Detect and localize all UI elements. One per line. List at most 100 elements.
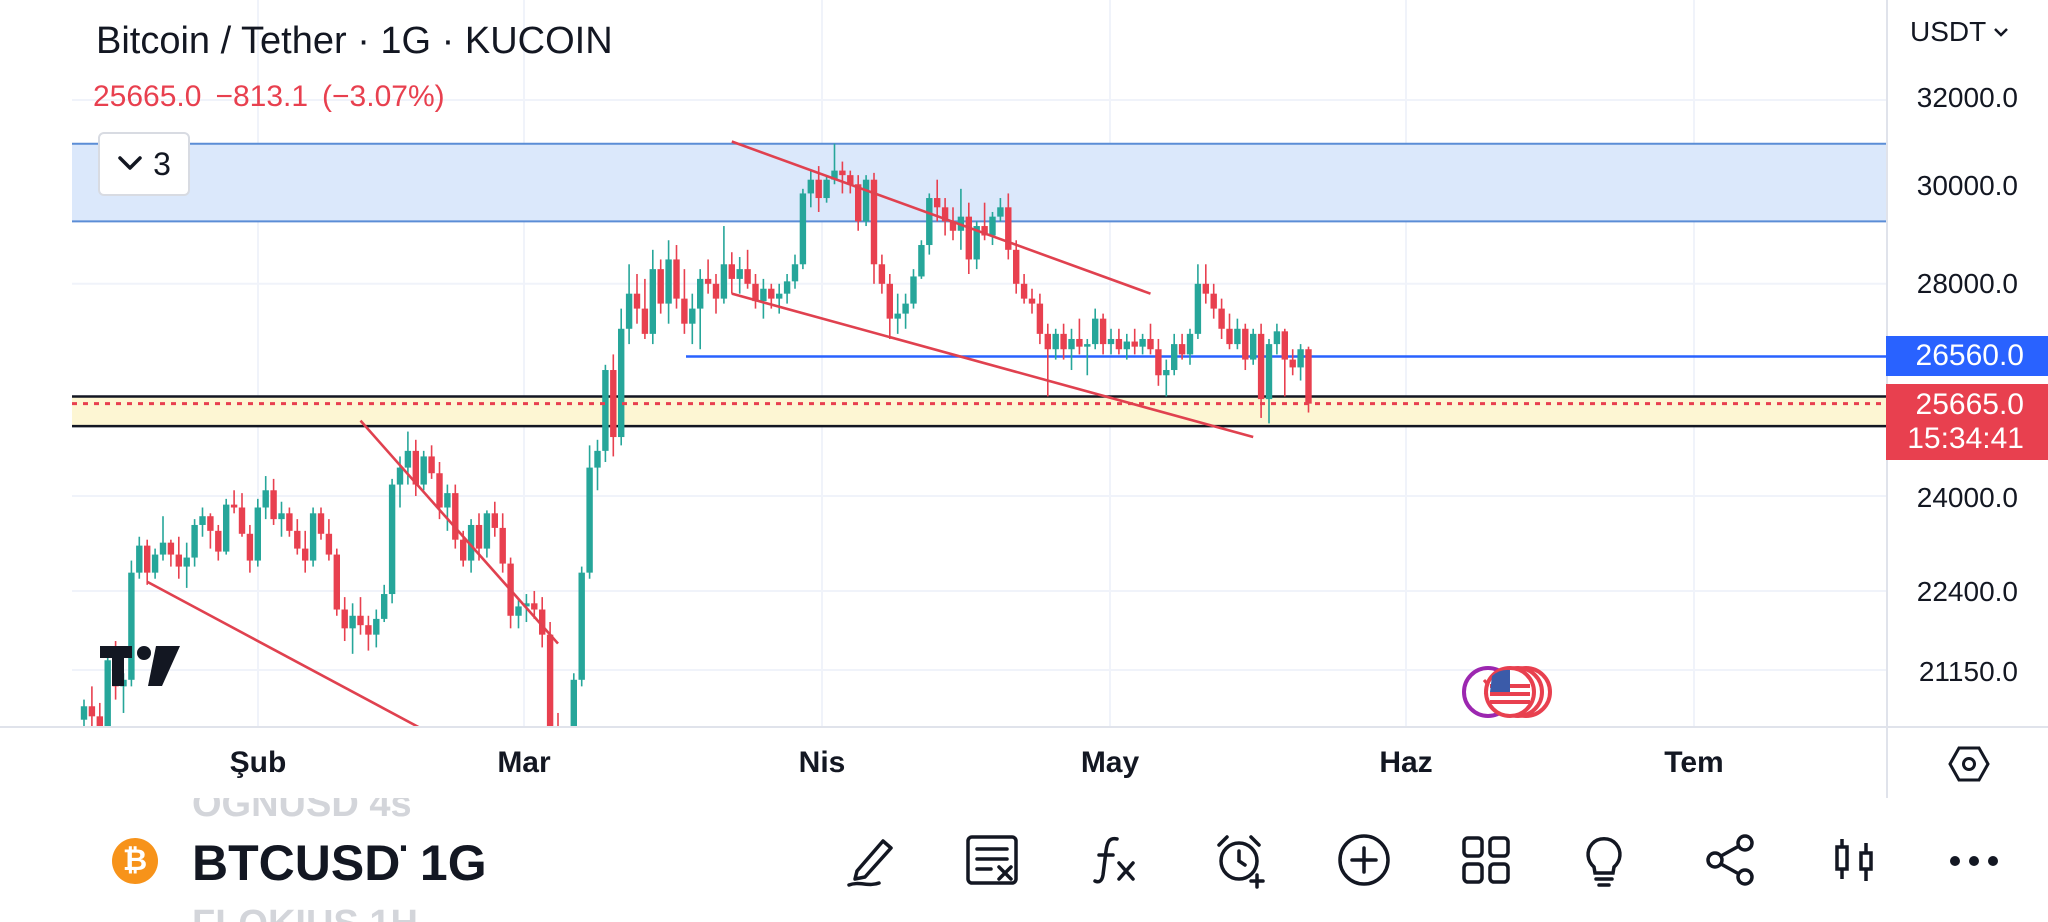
symbol-ticker: BTCUSDT xyxy=(192,835,406,891)
candle-body xyxy=(1163,370,1170,376)
candle-body xyxy=(144,545,151,573)
candle-body xyxy=(1265,344,1273,400)
candle-body xyxy=(1194,283,1202,334)
tradingview-logo xyxy=(100,644,180,695)
candlestick-chart[interactable] xyxy=(0,0,1886,726)
economic-events-markers[interactable] xyxy=(1462,662,1574,727)
indicators-fx-icon xyxy=(1093,836,1135,884)
currency-selector[interactable]: USDT xyxy=(1910,16,2010,48)
candle-body xyxy=(365,625,372,635)
candle-body xyxy=(333,554,340,610)
candle-body xyxy=(1005,207,1012,250)
candle-body xyxy=(965,216,972,260)
candle-body xyxy=(128,572,135,680)
candle-body xyxy=(981,226,988,236)
resistance-zone xyxy=(72,143,1886,222)
candle-body xyxy=(941,207,949,222)
candle-body xyxy=(104,660,111,726)
candle-body xyxy=(934,198,941,208)
chart-settings-button[interactable] xyxy=(1886,726,2048,800)
candle-body xyxy=(752,283,759,302)
candle-body xyxy=(862,179,870,222)
price-change-row: 25665.0 −813.1 (−3.07%) xyxy=(93,80,459,114)
candle-body xyxy=(594,450,601,468)
candle-body xyxy=(625,293,633,329)
indicators-toggle-button[interactable]: 3 xyxy=(98,132,190,196)
candle-body xyxy=(886,283,893,319)
candle-body xyxy=(1289,359,1296,368)
candle-body xyxy=(278,513,285,520)
next-symbol[interactable]: FLOKIUS 1H xyxy=(192,896,418,922)
candle-body xyxy=(681,298,688,324)
candle-body xyxy=(515,606,522,616)
symbol-interval: 1G xyxy=(419,835,487,891)
add-button[interactable] xyxy=(1332,828,1396,892)
candle-body xyxy=(483,513,491,549)
candle-body xyxy=(570,679,577,726)
previous-symbol[interactable]: OGNUSD 4s xyxy=(192,798,412,824)
candle-body xyxy=(175,554,182,567)
candle-body xyxy=(1139,338,1146,347)
price-change-percent: (−3.07%) xyxy=(322,80,445,113)
indicators-button[interactable] xyxy=(1084,828,1148,892)
candle-body xyxy=(1013,249,1020,284)
candle-body xyxy=(1178,344,1186,355)
last-price-tag: 25665.0 15:34:41 xyxy=(1886,384,2048,460)
candle-body xyxy=(712,283,720,299)
candle-body xyxy=(254,507,261,561)
candle-body xyxy=(839,170,846,176)
share-button[interactable] xyxy=(1698,828,1762,892)
candle-body xyxy=(855,184,862,222)
candle-body xyxy=(728,264,735,279)
candle-body xyxy=(776,293,783,299)
candle-body xyxy=(878,264,886,284)
candle-body xyxy=(428,456,435,474)
candle-body xyxy=(815,179,822,199)
candle-body xyxy=(1068,338,1075,350)
candle-body xyxy=(1218,308,1225,329)
candle-body xyxy=(720,264,728,299)
indicators-count: 3 xyxy=(153,145,171,182)
alert-button[interactable] xyxy=(1208,828,1272,892)
last-price-value: 25665.0 xyxy=(1915,388,2024,421)
candle-body xyxy=(744,269,751,284)
candle-body xyxy=(1123,341,1130,350)
candle-body xyxy=(499,527,506,564)
candle-body xyxy=(531,603,538,610)
candle-body xyxy=(80,706,88,720)
candle-body xyxy=(436,473,443,508)
layouts-grid-icon xyxy=(1462,836,1510,884)
level-price-tag: 26560.0 xyxy=(1886,336,2048,376)
candle-body xyxy=(697,278,704,309)
candle-body xyxy=(823,179,830,199)
time-axis[interactable]: Şub Mar Nis May Haz Tem xyxy=(0,726,1886,800)
candle-body xyxy=(910,276,917,304)
share-icon xyxy=(1706,834,1754,886)
candle-body xyxy=(894,313,901,319)
chart-pane[interactable] xyxy=(0,0,1886,726)
more-button[interactable] xyxy=(1942,828,2006,892)
candle-body xyxy=(460,539,467,561)
price-axis-label: 32000.0 xyxy=(1916,82,2018,113)
support-zone xyxy=(72,396,1886,427)
candle-body xyxy=(1147,338,1154,350)
drawing-tool-button[interactable] xyxy=(840,828,904,892)
candle-body xyxy=(404,450,412,468)
candle-body xyxy=(539,609,546,635)
level-price-value: 26560.0 xyxy=(1915,339,2024,372)
candle-body xyxy=(918,245,925,277)
candle-body xyxy=(689,308,696,324)
candle-body xyxy=(997,207,1004,217)
candle-body xyxy=(1028,298,1036,304)
candle-body xyxy=(96,716,103,726)
add-circle-icon xyxy=(1338,834,1390,886)
candle-body xyxy=(673,259,680,299)
candle-body xyxy=(420,456,427,485)
ideas-button[interactable] xyxy=(1572,828,1636,892)
layouts-button[interactable] xyxy=(1454,828,1518,892)
trendline-lower-left xyxy=(146,580,420,726)
candle-body xyxy=(230,504,238,508)
chart-type-button[interactable] xyxy=(1822,828,1886,892)
watchlist-button[interactable] xyxy=(960,828,1024,892)
symbol-selector[interactable]: BTCUSDT 1G xyxy=(192,834,487,892)
